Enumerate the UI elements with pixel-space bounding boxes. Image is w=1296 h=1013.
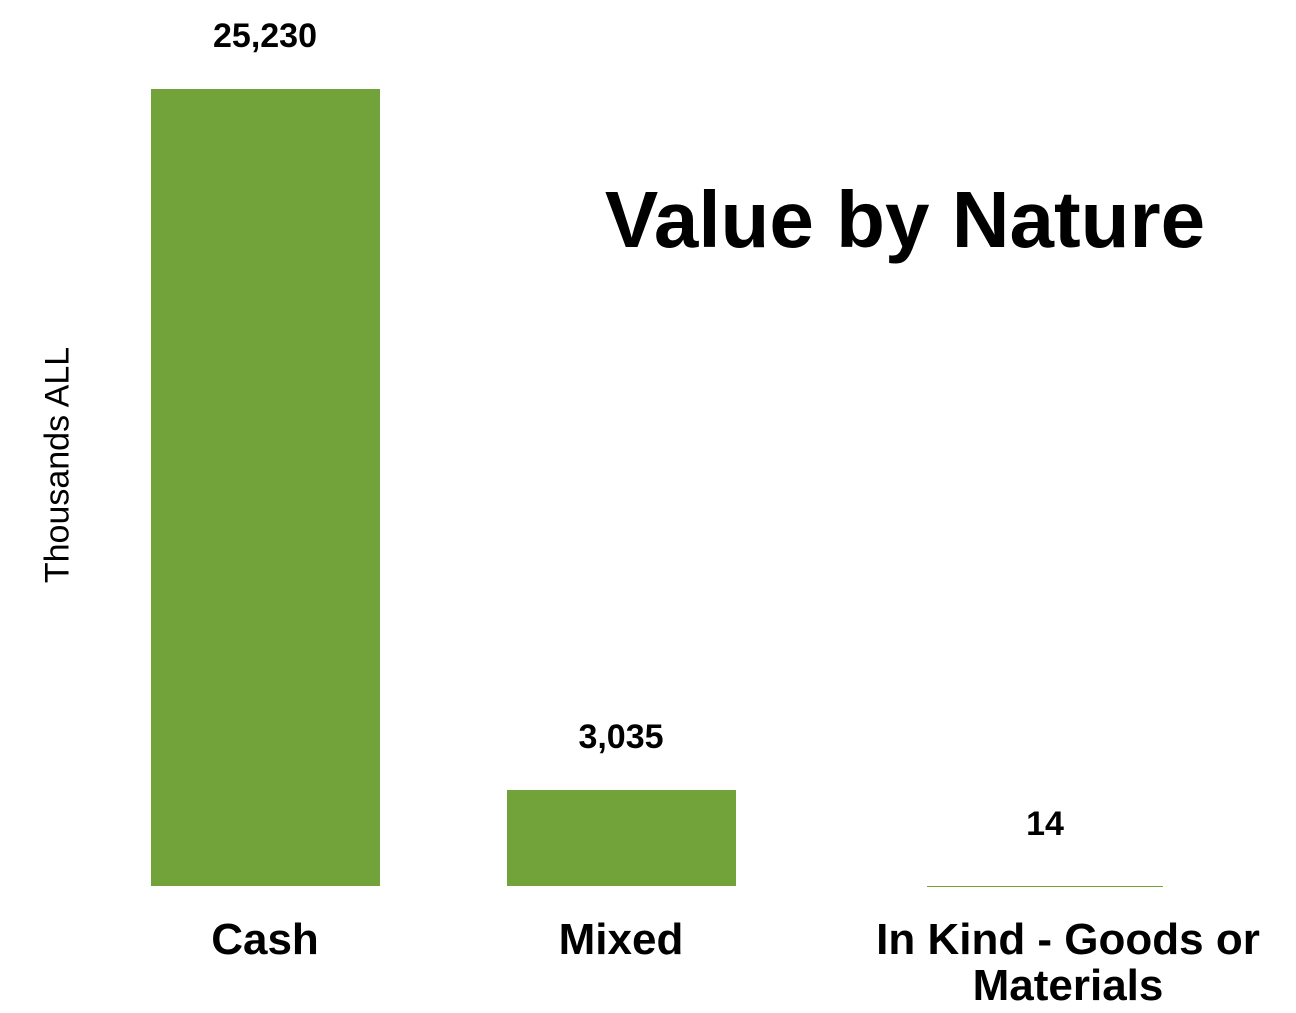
x-tick-label: Cash xyxy=(211,915,319,964)
y-axis-label: Thousands ALL xyxy=(38,346,77,584)
bar xyxy=(150,89,380,886)
x-tick-label: Mixed xyxy=(558,915,684,964)
value-label: 3,035 xyxy=(578,718,664,757)
chart-title: Value by Nature xyxy=(604,175,1206,264)
value-label: 14 xyxy=(1026,805,1064,843)
value-label: 25,230 xyxy=(213,17,317,55)
x-tick-label: In Kind - Goods or Materials xyxy=(876,915,1260,1010)
bar xyxy=(506,790,736,886)
